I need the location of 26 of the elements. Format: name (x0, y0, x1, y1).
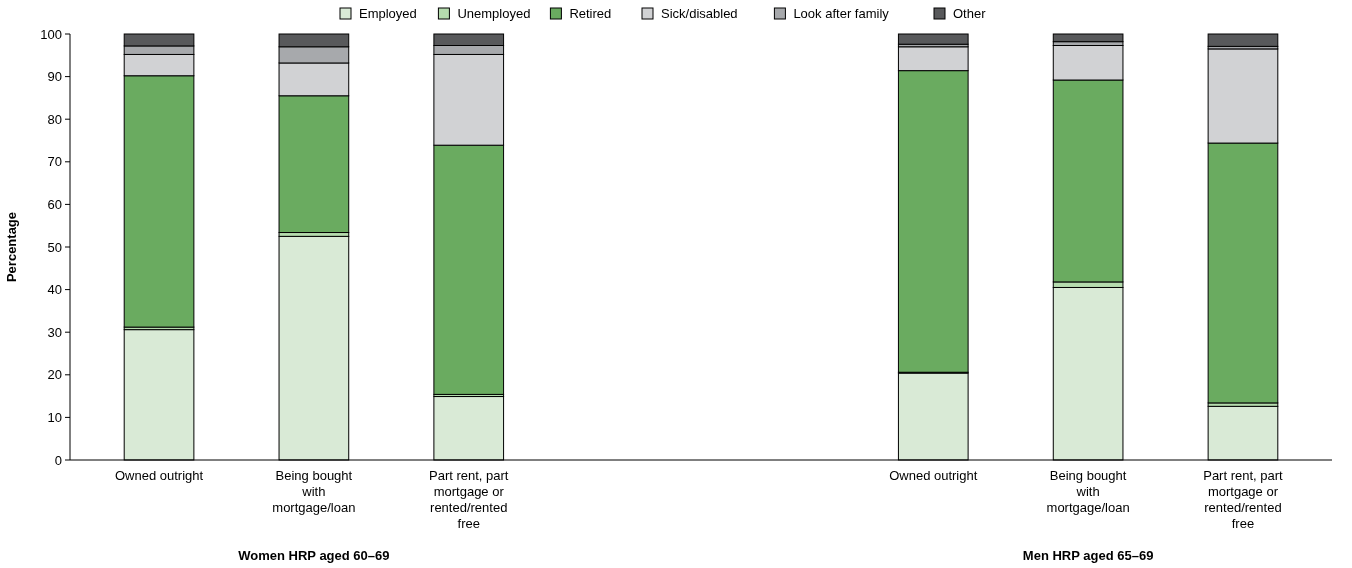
y-tick-label: 80 (47, 111, 62, 127)
y-tick-label: 10 (47, 409, 62, 425)
y-tick-label: 90 (47, 69, 62, 85)
y-tick-label: 60 (47, 196, 62, 212)
y-tick-label: 20 (47, 367, 62, 383)
x-tick-label: Owned outright (114, 468, 204, 483)
x-tick-label: Being bought with mortgage/loan (1046, 468, 1130, 515)
legend-label: Other (953, 6, 987, 21)
x-tick-label: Part rent, part mortgage or rented/rented free (1203, 468, 1284, 531)
x-tick-label: Being bought with mortgage/loan (272, 468, 356, 515)
y-tick-label: 0 (54, 452, 62, 468)
y-tick-label: 70 (47, 154, 62, 170)
legend-label: Unemployed (457, 6, 531, 21)
y-tick-label: 100 (40, 26, 62, 42)
legend-label: Look after family (793, 6, 890, 21)
text: Men HRP aged 65–69 (1022, 548, 1154, 563)
x-tick-label: Owned outright (889, 468, 978, 483)
y-tick-label: 50 (47, 239, 62, 255)
text: Women HRP aged 60–69 (238, 548, 390, 563)
y-axis-title: Percentage (4, 211, 19, 283)
legend-label: Employed (359, 6, 417, 21)
y-tick-label: 30 (47, 324, 62, 340)
x-tick-label: Part rent, part mortgage or rented/rented free (428, 468, 509, 531)
legend-label: Retired (569, 6, 612, 21)
legend-label: Sick/disabled (661, 6, 738, 21)
y-tick-label: 40 (47, 282, 62, 298)
